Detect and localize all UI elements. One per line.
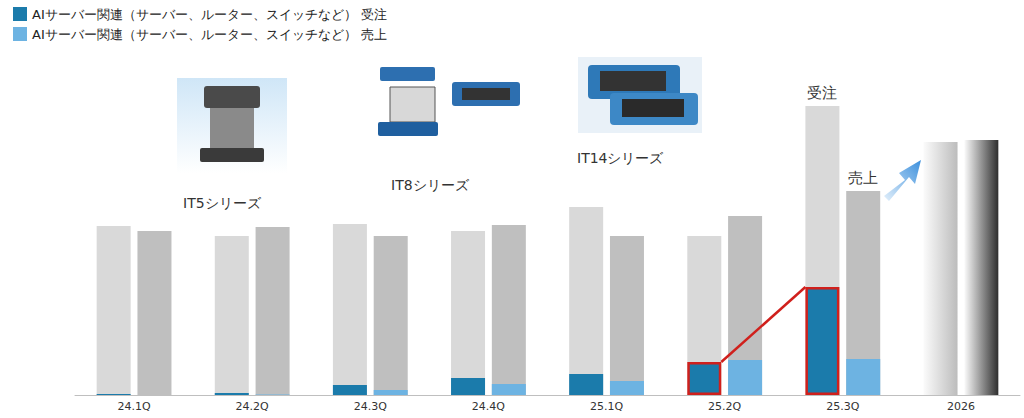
svg-text:25.2Q: 25.2Q — [708, 400, 741, 413]
svg-text:AIサーバー関連（サーバー、ルーター、スイッチなど） 売上: AIサーバー関連（サーバー、ルーター、スイッチなど） 売上 — [32, 27, 387, 42]
svg-text:24.4Q: 24.4Q — [472, 400, 505, 413]
svg-text:24.1Q: 24.1Q — [117, 400, 150, 413]
svg-text:25.1Q: 25.1Q — [590, 400, 623, 413]
svg-text:25.3Q: 25.3Q — [826, 400, 859, 413]
svg-text:売上: 売上 — [848, 169, 878, 187]
svg-text:24.3Q: 24.3Q — [354, 400, 387, 413]
svg-text:IT14シリーズ: IT14シリーズ — [577, 150, 664, 166]
svg-text:IT5シリーズ: IT5シリーズ — [183, 195, 262, 211]
svg-text:2026: 2026 — [947, 400, 975, 413]
svg-text:AIサーバー関連（サーバー、ルーター、スイッチなど） 受注: AIサーバー関連（サーバー、ルーター、スイッチなど） 受注 — [32, 7, 387, 22]
svg-text:受注: 受注 — [807, 84, 837, 102]
svg-text:IT8シリーズ: IT8シリーズ — [391, 177, 470, 193]
svg-text:24.2Q: 24.2Q — [236, 400, 269, 413]
